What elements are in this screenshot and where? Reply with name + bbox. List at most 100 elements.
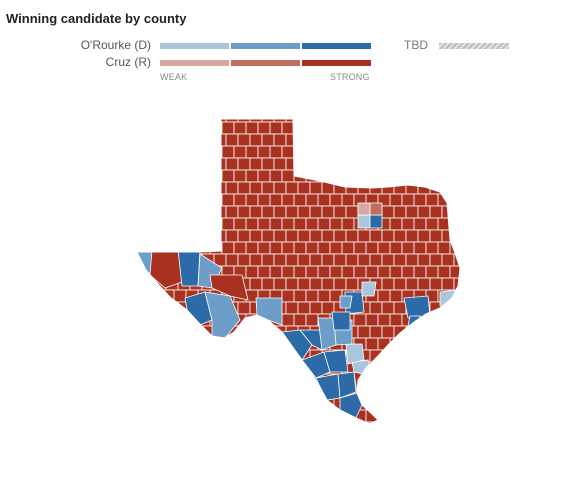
county <box>309 181 323 195</box>
county <box>209 121 223 135</box>
county <box>153 181 167 195</box>
county <box>201 373 215 387</box>
county <box>285 157 299 171</box>
county <box>165 181 179 195</box>
county <box>449 193 460 207</box>
county <box>357 229 371 243</box>
county <box>173 409 187 423</box>
county <box>153 133 167 147</box>
legend-tbd-swatch <box>439 43 509 49</box>
county <box>329 241 343 255</box>
county <box>369 253 383 267</box>
county <box>269 265 283 279</box>
county <box>401 385 415 399</box>
county <box>317 145 331 159</box>
county <box>213 133 227 147</box>
county <box>453 133 460 147</box>
county <box>225 181 239 195</box>
county <box>462 338 474 350</box>
county <box>309 421 323 424</box>
county <box>177 119 191 123</box>
county <box>381 421 395 424</box>
county <box>293 289 307 303</box>
county <box>161 145 175 159</box>
county <box>185 337 199 351</box>
county <box>437 193 451 207</box>
county <box>269 241 283 255</box>
county-dallas <box>369 214 383 229</box>
county <box>225 157 239 171</box>
county <box>381 349 395 363</box>
county <box>466 182 478 194</box>
county <box>269 361 283 375</box>
county <box>197 409 211 423</box>
county <box>149 385 163 399</box>
county <box>393 325 407 339</box>
county <box>177 397 191 411</box>
county <box>405 373 419 387</box>
county <box>153 349 167 363</box>
county <box>153 397 167 411</box>
county-jefferson <box>439 289 457 307</box>
county <box>417 119 431 123</box>
county <box>305 289 319 303</box>
county <box>317 289 331 303</box>
county <box>377 121 391 135</box>
county <box>462 290 474 302</box>
county <box>377 289 391 303</box>
county <box>281 145 295 159</box>
county <box>441 277 455 291</box>
county <box>425 217 439 231</box>
county <box>249 421 263 424</box>
county <box>213 397 227 411</box>
county <box>141 277 155 291</box>
county <box>309 397 323 411</box>
county <box>417 373 431 387</box>
county <box>297 133 311 147</box>
county <box>381 133 395 147</box>
county <box>441 253 455 267</box>
county <box>173 193 187 207</box>
county <box>141 157 155 171</box>
county <box>425 169 439 183</box>
county <box>321 229 335 243</box>
county <box>369 119 383 123</box>
county <box>137 157 143 171</box>
county <box>273 119 287 123</box>
county <box>353 169 367 183</box>
county <box>405 157 419 171</box>
county <box>141 181 155 195</box>
county <box>173 313 187 327</box>
county <box>441 373 455 387</box>
county <box>357 119 371 123</box>
county <box>466 422 478 434</box>
county <box>137 361 151 375</box>
county <box>285 133 299 147</box>
county <box>393 301 407 315</box>
county <box>269 337 283 351</box>
county <box>273 205 287 219</box>
county <box>429 133 443 147</box>
county <box>417 349 431 363</box>
county <box>353 241 367 255</box>
county <box>153 205 167 219</box>
county <box>441 349 455 363</box>
county <box>321 253 335 267</box>
county <box>413 121 427 135</box>
county <box>209 241 223 255</box>
county <box>197 169 211 183</box>
county <box>285 205 299 219</box>
county <box>345 253 359 267</box>
county <box>377 265 391 279</box>
county <box>245 145 259 159</box>
county <box>293 313 307 327</box>
county <box>177 373 191 387</box>
county <box>165 133 179 147</box>
county <box>269 145 283 159</box>
county <box>401 241 415 255</box>
county <box>417 229 431 243</box>
county <box>261 119 275 123</box>
county <box>153 373 167 387</box>
county <box>425 385 439 399</box>
county <box>161 289 175 303</box>
